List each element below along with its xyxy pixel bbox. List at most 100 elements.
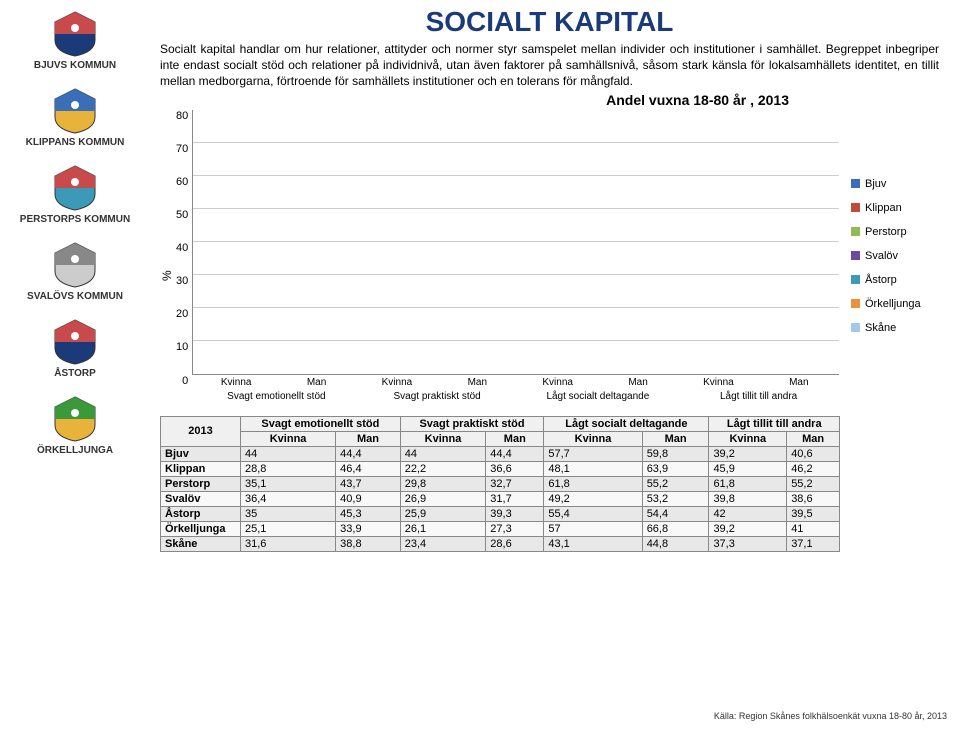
legend-item: Svalöv	[851, 250, 939, 262]
cell: 61,8	[709, 476, 787, 491]
group-header: Svagt emotionellt stöd	[241, 416, 401, 431]
sub-header: Kvinna	[709, 431, 787, 446]
x-sub-label: Man	[598, 375, 678, 388]
row-label: Örkelljunga	[161, 521, 241, 536]
chart-area: 80706050403020100 KvinnaManKvinnaManKvin…	[176, 110, 839, 402]
source-text: Källa: Region Skånes folkhälsoenkät vuxn…	[714, 711, 947, 721]
cell: 37,3	[709, 536, 787, 551]
table-row: Åstorp3545,325,939,355,454,44239,5	[161, 506, 840, 521]
table-row: Perstorp35,143,729,832,761,855,261,855,2	[161, 476, 840, 491]
cell: 55,4	[544, 506, 642, 521]
cell: 26,9	[400, 491, 486, 506]
cell: 38,8	[336, 536, 401, 551]
cell: 66,8	[642, 521, 709, 536]
cell: 35	[241, 506, 336, 521]
legend-item: Åstorp	[851, 274, 939, 286]
cell: 57,7	[544, 446, 642, 461]
legend-swatch	[851, 275, 860, 284]
cell: 41	[787, 521, 840, 536]
x-sub-label: Kvinna	[518, 375, 598, 388]
cell: 44,8	[642, 536, 709, 551]
x-group-label: Lågt tillit till andra	[678, 388, 839, 402]
cell: 44	[241, 446, 336, 461]
cell: 33,9	[336, 521, 401, 536]
cell: 54,4	[642, 506, 709, 521]
cell: 57	[544, 521, 642, 536]
cell: 44,4	[336, 446, 401, 461]
legend-swatch	[851, 251, 860, 260]
y-ticks: 80706050403020100	[176, 110, 192, 375]
x-group-label: Svagt praktiskt stöd	[357, 388, 518, 402]
cell: 23,4	[400, 536, 486, 551]
x-sub-label: Man	[437, 375, 517, 388]
x-sub-label: Man	[759, 375, 839, 388]
y-axis-label: %	[160, 110, 176, 402]
legend-item: Klippan	[851, 202, 939, 214]
legend-swatch	[851, 203, 860, 212]
gridline	[193, 208, 839, 209]
cell: 37,1	[787, 536, 840, 551]
legend-label: Örkelljunga	[865, 298, 921, 310]
cell: 28,6	[486, 536, 544, 551]
year-header: 2013	[161, 416, 241, 446]
gridline	[193, 274, 839, 275]
table-row: Klippan28,846,422,236,648,163,945,946,2	[161, 461, 840, 476]
cell: 22,2	[400, 461, 486, 476]
cell: 36,4	[241, 491, 336, 506]
legend-label: Svalöv	[865, 250, 898, 262]
cell: 53,2	[642, 491, 709, 506]
cell: 45,9	[709, 461, 787, 476]
sidebar-logos: BJUVS KOMMUN KLIPPANS KOMMUN PERSTORPS K…	[0, 0, 150, 731]
x-sub-label: Kvinna	[678, 375, 758, 388]
x-group-label: Svagt emotionellt stöd	[196, 388, 357, 402]
row-label: Svalöv	[161, 491, 241, 506]
x-group-labels: Svagt emotionellt stödSvagt praktiskt st…	[196, 388, 839, 402]
row-label: Skåne	[161, 536, 241, 551]
municipality-logo: KLIPPANS KOMMUN	[26, 85, 125, 148]
group-header: Lågt tillit till andra	[709, 416, 840, 431]
row-label: Bjuv	[161, 446, 241, 461]
cell: 35,1	[241, 476, 336, 491]
legend-item: Bjuv	[851, 178, 939, 190]
data-table-wrap: 2013Svagt emotionellt stödSvagt praktisk…	[160, 416, 939, 552]
sub-header: Kvinna	[241, 431, 336, 446]
row-label: Åstorp	[161, 506, 241, 521]
cell: 43,7	[336, 476, 401, 491]
chart-container: % 80706050403020100 KvinnaManKvinnaManKv…	[160, 110, 939, 402]
gridline	[193, 241, 839, 242]
cell: 45,3	[336, 506, 401, 521]
x-sub-label: Man	[276, 375, 356, 388]
municipality-logo: PERSTORPS KOMMUN	[20, 162, 130, 225]
sub-header: Man	[486, 431, 544, 446]
legend-label: Klippan	[865, 202, 902, 214]
gridline	[193, 340, 839, 341]
cell: 61,8	[544, 476, 642, 491]
chart-title: Andel vuxna 18-80 år , 2013	[160, 92, 939, 108]
cell: 28,8	[241, 461, 336, 476]
cell: 39,2	[709, 446, 787, 461]
table-row: Örkelljunga25,133,926,127,35766,839,241	[161, 521, 840, 536]
cell: 31,6	[241, 536, 336, 551]
x-sub-label: Kvinna	[357, 375, 437, 388]
legend-label: Åstorp	[865, 274, 897, 286]
cell: 48,1	[544, 461, 642, 476]
cell: 59,8	[642, 446, 709, 461]
group-header: Svagt praktiskt stöd	[400, 416, 544, 431]
legend-label: Skåne	[865, 322, 896, 334]
cell: 25,9	[400, 506, 486, 521]
table-row: Svalöv36,440,926,931,749,253,239,838,6	[161, 491, 840, 506]
cell: 43,1	[544, 536, 642, 551]
cell: 38,6	[787, 491, 840, 506]
cell: 49,2	[544, 491, 642, 506]
legend-item: Skåne	[851, 322, 939, 334]
page-title: SOCIALT KAPITAL	[160, 6, 939, 38]
cell: 46,2	[787, 461, 840, 476]
cell: 32,7	[486, 476, 544, 491]
sub-header: Man	[787, 431, 840, 446]
bar-groups	[193, 110, 839, 374]
x-sub-label: Kvinna	[196, 375, 276, 388]
legend-swatch	[851, 227, 860, 236]
cell: 31,7	[486, 491, 544, 506]
legend-swatch	[851, 323, 860, 332]
cell: 40,6	[787, 446, 840, 461]
